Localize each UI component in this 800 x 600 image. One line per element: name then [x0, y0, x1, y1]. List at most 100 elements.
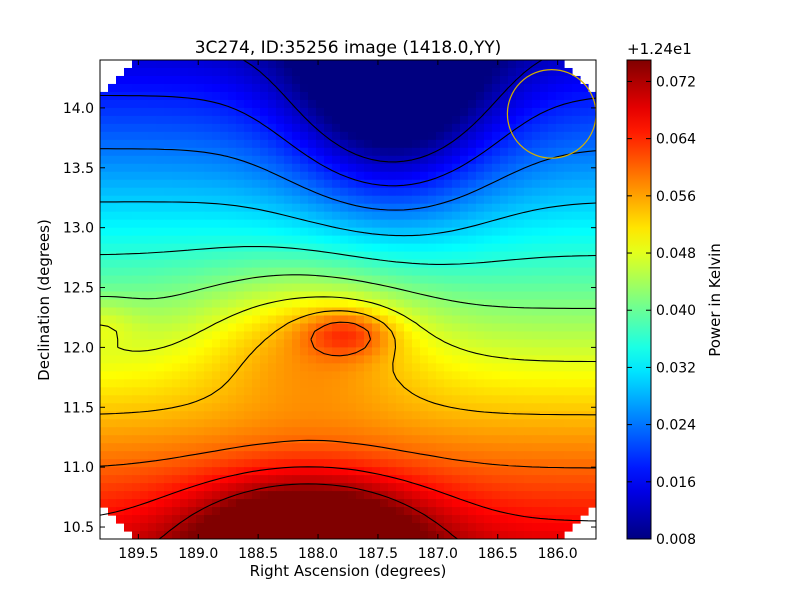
heatmap-cell [244, 171, 253, 181]
heatmap-cell [292, 459, 301, 468]
heatmap-cell [308, 435, 317, 444]
heatmap-cell [100, 387, 109, 396]
heatmap-cell [428, 83, 437, 93]
heatmap-cell [492, 235, 501, 245]
heatmap-cell [156, 299, 165, 309]
heatmap-cell [356, 251, 365, 261]
heatmap-cell [236, 331, 245, 341]
heatmap-cell [340, 275, 349, 285]
heatmap-cell [588, 419, 596, 428]
heatmap-cell [372, 163, 381, 173]
heatmap-cell [252, 387, 261, 396]
heatmap-cell [196, 179, 205, 189]
heatmap-cell [132, 163, 141, 173]
heatmap-cell [108, 435, 117, 444]
heatmap-cell [212, 267, 221, 277]
heatmap-cell [116, 427, 125, 436]
heatmap-cell [156, 459, 165, 468]
heatmap-cell [540, 67, 549, 77]
heatmap-cell [564, 155, 573, 165]
heatmap-cell [372, 219, 381, 229]
heatmap-cell [476, 451, 485, 460]
heatmap-cell [356, 107, 365, 117]
heatmap-cell [476, 355, 485, 364]
y-tick-label: 12.0 [63, 340, 94, 356]
plot-frame [99, 59, 597, 540]
heatmap-cell [476, 307, 485, 317]
heatmap-cell [396, 507, 405, 516]
heatmap-cell [108, 139, 117, 149]
heatmap-cell [260, 499, 269, 508]
heatmap-cell [188, 491, 197, 500]
heatmap-cell [172, 227, 181, 237]
heatmap-cell [476, 131, 485, 141]
heatmap-cell [580, 419, 589, 428]
heatmap-cell [412, 523, 421, 532]
heatmap-cell [156, 195, 165, 205]
heatmap-cell [460, 139, 469, 149]
heatmap-cell [412, 403, 421, 412]
heatmap-cell [356, 83, 365, 93]
heatmap-cell [284, 259, 293, 269]
heatmap-cell [524, 179, 533, 189]
heatmap-cell [268, 123, 277, 133]
heatmap-cell [276, 435, 285, 444]
heatmap-cell [380, 451, 389, 460]
heatmap-cell [404, 523, 413, 532]
heatmap-cell [548, 491, 557, 500]
heatmap-cell [204, 435, 213, 444]
heatmap-cell [404, 171, 413, 181]
heatmap-cell [380, 187, 389, 197]
y-tick-label: 14.0 [63, 101, 94, 117]
heatmap-cell [116, 315, 125, 325]
heatmap-cell [492, 323, 501, 333]
heatmap-cell [292, 419, 301, 428]
heatmap-cell [428, 187, 437, 197]
heatmap-cell [220, 443, 229, 452]
heatmap-cell [100, 411, 109, 420]
heatmap-cell [404, 507, 413, 516]
heatmap-cell [140, 235, 149, 245]
heatmap-cell [124, 323, 133, 333]
heatmap-cell [476, 171, 485, 181]
heatmap-cell [132, 307, 141, 317]
heatmap-cell [452, 195, 461, 205]
heatmap-cell [492, 131, 501, 141]
heatmap-cell [124, 275, 133, 285]
heatmap-cell [420, 435, 429, 444]
heatmap-cell [348, 403, 357, 412]
heatmap-cell [340, 507, 349, 516]
heatmap-cell [100, 307, 109, 317]
heatmap-cell [284, 419, 293, 428]
heatmap-cell [524, 435, 533, 444]
heatmap-cell [572, 299, 581, 309]
heatmap-cell [108, 387, 117, 396]
heatmap-cell [108, 491, 117, 500]
heatmap-cell [156, 131, 165, 141]
heatmap-cell [580, 443, 589, 452]
heatmap-cell [300, 315, 309, 325]
heatmap-cell [244, 499, 253, 508]
heatmap-cell [428, 267, 437, 277]
heatmap-cell [532, 291, 541, 301]
heatmap-cell [140, 275, 149, 285]
heatmap-cell [420, 323, 429, 333]
heatmap-cell [204, 315, 213, 325]
heatmap-cell [348, 147, 357, 157]
heatmap-cell [116, 459, 125, 468]
heatmap-cell [372, 331, 381, 341]
heatmap-cell [452, 179, 461, 189]
heatmap-cell [108, 427, 117, 436]
heatmap-cell [468, 427, 477, 436]
heatmap-cell [580, 219, 589, 229]
x-tick-label: 189.0 [178, 546, 218, 562]
heatmap-cell [548, 299, 557, 309]
heatmap-cell [428, 163, 437, 173]
heatmap-cell [276, 491, 285, 500]
heatmap-cell [156, 411, 165, 420]
heatmap-cell [444, 307, 453, 317]
heatmap-cell [284, 467, 293, 476]
heatmap-cell [484, 251, 493, 261]
heatmap-cell [276, 283, 285, 293]
heatmap-cell [308, 483, 317, 492]
